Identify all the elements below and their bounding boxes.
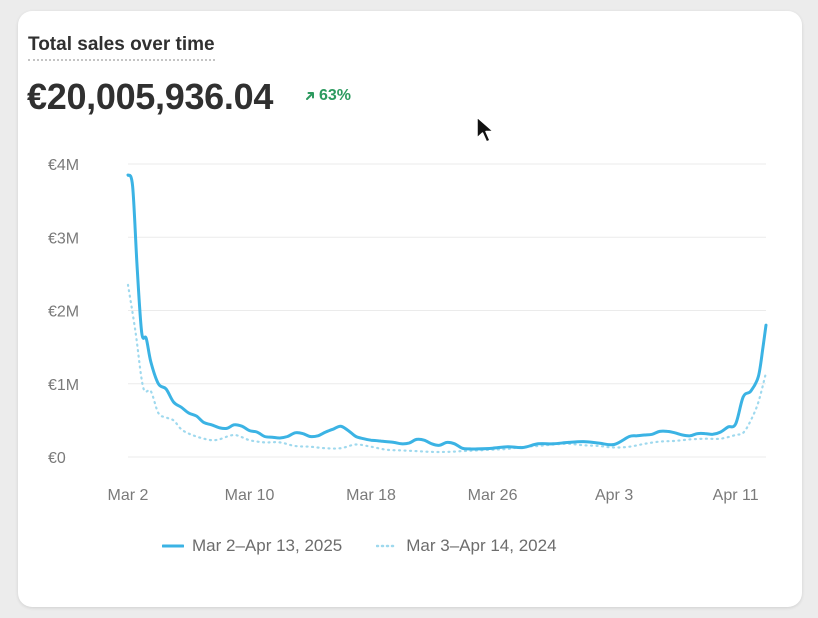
y-tick-label: €0 <box>48 450 66 467</box>
x-tick-label: Apr 3 <box>595 487 633 504</box>
x-tick-label: Mar 26 <box>468 487 518 504</box>
legend-item-previous[interactable]: Mar 3–Apr 14, 2024 <box>376 536 557 556</box>
chart-legend: Mar 2–Apr 13, 2025 Mar 3–Apr 14, 2024 <box>162 536 591 556</box>
y-tick-label: €3M <box>48 230 79 247</box>
x-tick-label: Apr 11 <box>713 487 759 504</box>
x-tick-label: Mar 2 <box>108 487 149 504</box>
legend-item-current[interactable]: Mar 2–Apr 13, 2025 <box>162 536 342 556</box>
mouse-pointer-icon <box>476 116 495 143</box>
chart-title[interactable]: Total sales over time <box>28 34 215 61</box>
series-line-current <box>126 173 768 451</box>
legend-dotted-line-icon <box>376 544 399 548</box>
series-line-previous <box>126 283 768 454</box>
y-tick-label: €4M <box>48 157 79 174</box>
arrow-up-right-icon <box>306 92 314 100</box>
change-percent: 63% <box>319 87 352 104</box>
x-tick-label: Mar 18 <box>346 487 396 504</box>
x-tick-label: Mar 10 <box>225 487 275 504</box>
legend-solid-line-icon <box>162 544 184 548</box>
sales-card <box>18 11 802 607</box>
legend-label-current: Mar 2–Apr 13, 2025 <box>192 536 343 555</box>
y-tick-label: €1M <box>48 377 79 394</box>
y-tick-label: €2M <box>48 304 79 321</box>
total-sales-value: €20,005,936.04 <box>27 76 274 117</box>
change-badge: 63% <box>304 86 351 106</box>
legend-label-previous: Mar 3–Apr 14, 2024 <box>406 536 557 555</box>
